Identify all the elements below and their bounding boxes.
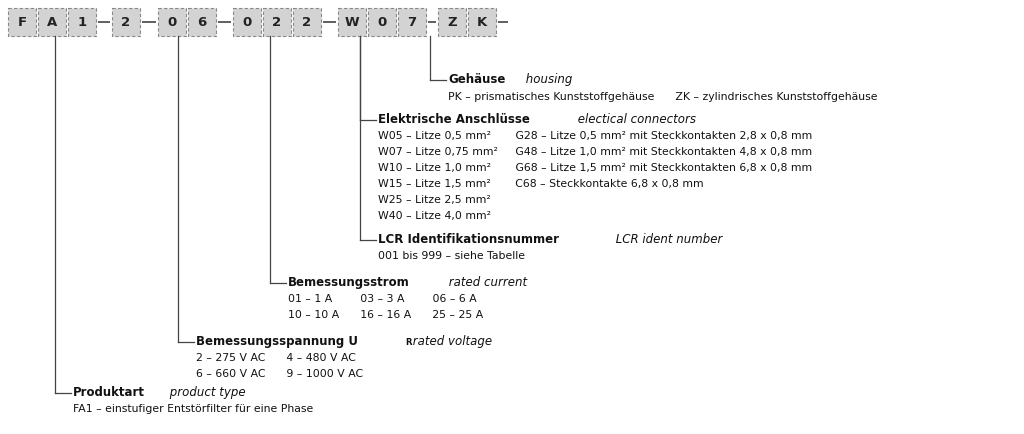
Text: W40 – Litze 4,0 mm²: W40 – Litze 4,0 mm² <box>378 211 490 221</box>
Text: 2: 2 <box>272 16 282 29</box>
FancyBboxPatch shape <box>38 8 66 36</box>
Text: Bemessungsspannung U: Bemessungsspannung U <box>196 335 358 348</box>
Text: Z: Z <box>447 16 457 29</box>
FancyBboxPatch shape <box>233 8 261 36</box>
Text: W07 – Litze 0,75 mm²     G48 – Litze 1,0 mm² mit Steckkontakten 4,8 x 0,8 mm: W07 – Litze 0,75 mm² G48 – Litze 1,0 mm²… <box>378 147 812 157</box>
Text: Produktart: Produktart <box>73 386 145 399</box>
FancyBboxPatch shape <box>368 8 396 36</box>
Text: 0: 0 <box>378 16 387 29</box>
FancyBboxPatch shape <box>68 8 96 36</box>
Text: K: K <box>477 16 487 29</box>
Text: W05 – Litze 0,5 mm²       G28 – Litze 0,5 mm² mit Steckkontakten 2,8 x 0,8 mm: W05 – Litze 0,5 mm² G28 – Litze 0,5 mm² … <box>378 131 812 141</box>
Text: Elektrische Anschlüsse: Elektrische Anschlüsse <box>378 113 529 126</box>
Text: Gehäuse: Gehäuse <box>449 73 506 86</box>
Text: W25 – Litze 2,5 mm²: W25 – Litze 2,5 mm² <box>378 195 490 205</box>
Text: 0: 0 <box>167 16 176 29</box>
Text: electical connectors: electical connectors <box>574 113 696 126</box>
Text: rated voltage: rated voltage <box>409 335 492 348</box>
Text: 1: 1 <box>78 16 87 29</box>
Text: LCR ident number: LCR ident number <box>611 233 722 246</box>
FancyBboxPatch shape <box>338 8 366 36</box>
Text: 2: 2 <box>122 16 131 29</box>
Text: LCR Identifikationsnummer: LCR Identifikationsnummer <box>378 233 559 246</box>
Text: Bemessungsstrom: Bemessungsstrom <box>288 276 410 289</box>
Text: FA1 – einstufiger Entstörfilter für eine Phase: FA1 – einstufiger Entstörfilter für eine… <box>73 404 313 414</box>
FancyBboxPatch shape <box>398 8 426 36</box>
Text: product type: product type <box>166 386 246 399</box>
Text: W: W <box>345 16 359 29</box>
FancyBboxPatch shape <box>293 8 321 36</box>
Text: 0: 0 <box>243 16 252 29</box>
Text: 6: 6 <box>198 16 207 29</box>
Text: PK – prismatisches Kunststoffgehäuse      ZK – zylindrisches Kunststoffgehäuse: PK – prismatisches Kunststoffgehäuse ZK … <box>449 92 878 102</box>
FancyBboxPatch shape <box>112 8 140 36</box>
Text: A: A <box>47 16 57 29</box>
FancyBboxPatch shape <box>158 8 186 36</box>
FancyBboxPatch shape <box>468 8 496 36</box>
Text: housing: housing <box>522 73 572 86</box>
FancyBboxPatch shape <box>263 8 291 36</box>
Text: 2: 2 <box>302 16 311 29</box>
Text: 7: 7 <box>408 16 417 29</box>
Text: R: R <box>406 338 412 347</box>
Text: 001 bis 999 – siehe Tabelle: 001 bis 999 – siehe Tabelle <box>378 251 525 261</box>
Text: 01 – 1 A        03 – 3 A        06 – 6 A: 01 – 1 A 03 – 3 A 06 – 6 A <box>288 294 477 304</box>
Text: rated current: rated current <box>445 276 527 289</box>
Text: W10 – Litze 1,0 mm²       G68 – Litze 1,5 mm² mit Steckkontakten 6,8 x 0,8 mm: W10 – Litze 1,0 mm² G68 – Litze 1,5 mm² … <box>378 163 812 173</box>
FancyBboxPatch shape <box>8 8 36 36</box>
Text: 6 – 660 V AC      9 – 1000 V AC: 6 – 660 V AC 9 – 1000 V AC <box>196 369 364 379</box>
FancyBboxPatch shape <box>188 8 216 36</box>
Text: W15 – Litze 1,5 mm²       C68 – Steckkontakte 6,8 x 0,8 mm: W15 – Litze 1,5 mm² C68 – Steckkontakte … <box>378 179 703 189</box>
Text: F: F <box>17 16 27 29</box>
Text: 10 – 10 A      16 – 16 A      25 – 25 A: 10 – 10 A 16 – 16 A 25 – 25 A <box>288 310 483 320</box>
Text: 2 – 275 V AC      4 – 480 V AC: 2 – 275 V AC 4 – 480 V AC <box>196 353 356 363</box>
FancyBboxPatch shape <box>438 8 466 36</box>
